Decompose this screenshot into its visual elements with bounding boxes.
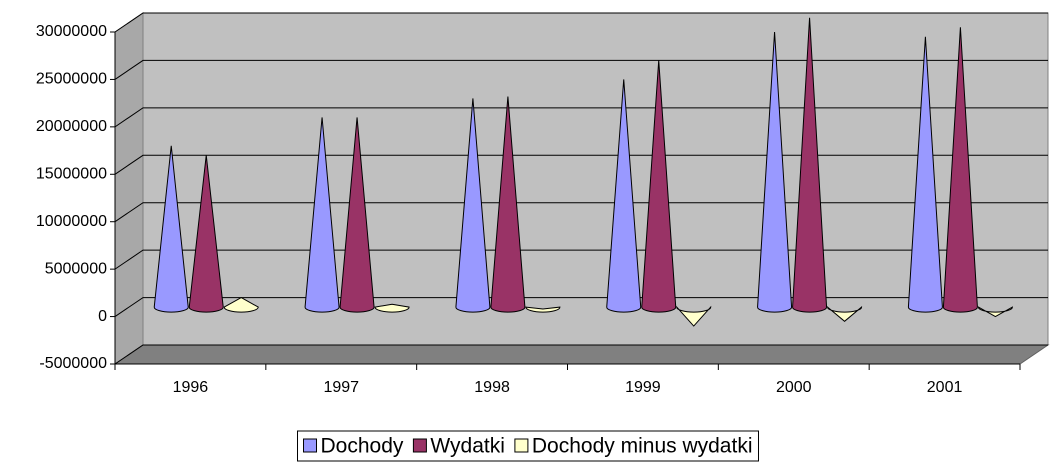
cone (757, 31, 793, 313)
cone (304, 117, 340, 313)
x-tick-label: 1999 (625, 379, 661, 396)
y-tick-label: 30000000 (36, 23, 107, 40)
cone (641, 60, 677, 313)
side-wall (114, 12, 144, 365)
cone (676, 305, 712, 327)
cone (339, 117, 375, 313)
x-tick-label: 1998 (474, 379, 510, 396)
y-tick-label: 10000000 (36, 213, 107, 230)
cone (827, 305, 863, 322)
cone (907, 36, 943, 313)
legend-label: Wydatki (430, 435, 505, 458)
cone (153, 145, 189, 313)
y-tick-label: 25000000 (36, 71, 107, 88)
x-tick-label: 1997 (323, 379, 359, 396)
legend: Dochody Wydatki Dochody minus wydatki (297, 430, 759, 462)
cone (455, 98, 491, 313)
x-tick-label: 1996 (173, 379, 209, 396)
cone (977, 306, 1013, 318)
legend-label: Dochody minus wydatki (532, 435, 753, 458)
cone (490, 96, 526, 313)
y-tick-label: 20000000 (36, 118, 107, 135)
grid-line (114, 59, 1048, 80)
y-tick-label: 0 (98, 308, 107, 325)
y-tick-label: 5000000 (45, 260, 107, 277)
cone (223, 297, 259, 313)
legend-swatch (412, 438, 427, 453)
x-tick-label: 2000 (776, 379, 812, 396)
legend-swatch (514, 438, 529, 453)
grid-line (114, 107, 1048, 128)
legend-label: Dochody (321, 435, 404, 458)
cone (606, 79, 642, 313)
grid-line (114, 154, 1048, 175)
grid-line (114, 297, 1048, 317)
y-tick-label: 15000000 (36, 166, 107, 183)
cone (792, 17, 828, 313)
legend-box (297, 430, 759, 462)
cone (942, 27, 978, 313)
grid-line (114, 12, 1048, 33)
legend-swatch (303, 438, 318, 453)
grid-line (114, 249, 1048, 270)
floor (113, 344, 1050, 365)
x-tick-label: 2001 (927, 379, 963, 396)
y-tick-label: -5000000 (39, 355, 107, 372)
cone (525, 306, 561, 313)
cone (188, 155, 224, 313)
cone (374, 303, 410, 313)
grid-line (114, 344, 1048, 365)
grid-line (114, 202, 1048, 223)
